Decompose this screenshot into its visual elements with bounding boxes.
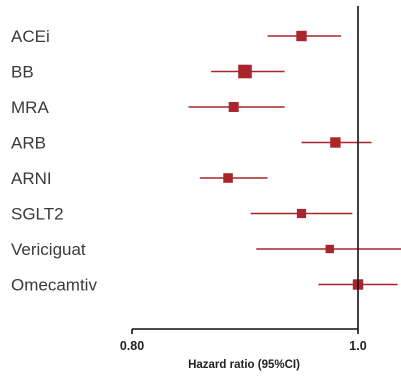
row-label: ACEi — [11, 27, 50, 46]
x-axis-title: Hazard ratio (95%CI) — [188, 359, 300, 371]
row-label: SGLT2 — [11, 205, 64, 224]
row-label: Vericiguat — [11, 240, 86, 259]
row-label: Omecamtiv — [11, 276, 97, 295]
point-estimate-marker — [296, 30, 307, 42]
x-tick-label: 1.0 — [349, 339, 366, 353]
point-estimate-marker — [296, 208, 307, 219]
row-label: ARB — [11, 134, 46, 153]
point-estimate-marker — [330, 137, 341, 148]
point-estimate-marker — [228, 102, 239, 112]
x-tick-label: 0.80 — [120, 339, 144, 353]
point-estimate-marker — [223, 173, 233, 183]
forest-row: Omecamtiv — [11, 276, 398, 295]
forest-row: Vericiguat — [11, 240, 401, 259]
forest-row: ACEi — [11, 27, 342, 46]
forest-row: MRA — [11, 98, 285, 117]
forest-rows: ACEi BB MRA ARB ARNI SGLT2 Vericiguat Omecamtiv — [11, 27, 401, 295]
forest-row: SGLT2 — [11, 205, 353, 224]
forest-row: ARNI — [11, 169, 268, 188]
forest-row: ARB — [11, 134, 372, 153]
point-estimate-marker — [238, 64, 252, 79]
point-estimate-marker — [325, 244, 334, 254]
row-label: ARNI — [11, 169, 52, 188]
row-label: BB — [11, 63, 34, 82]
forest-axes: 0.80 1.0 — [120, 6, 367, 353]
row-label: MRA — [11, 98, 49, 117]
forest-row: BB — [11, 63, 285, 82]
